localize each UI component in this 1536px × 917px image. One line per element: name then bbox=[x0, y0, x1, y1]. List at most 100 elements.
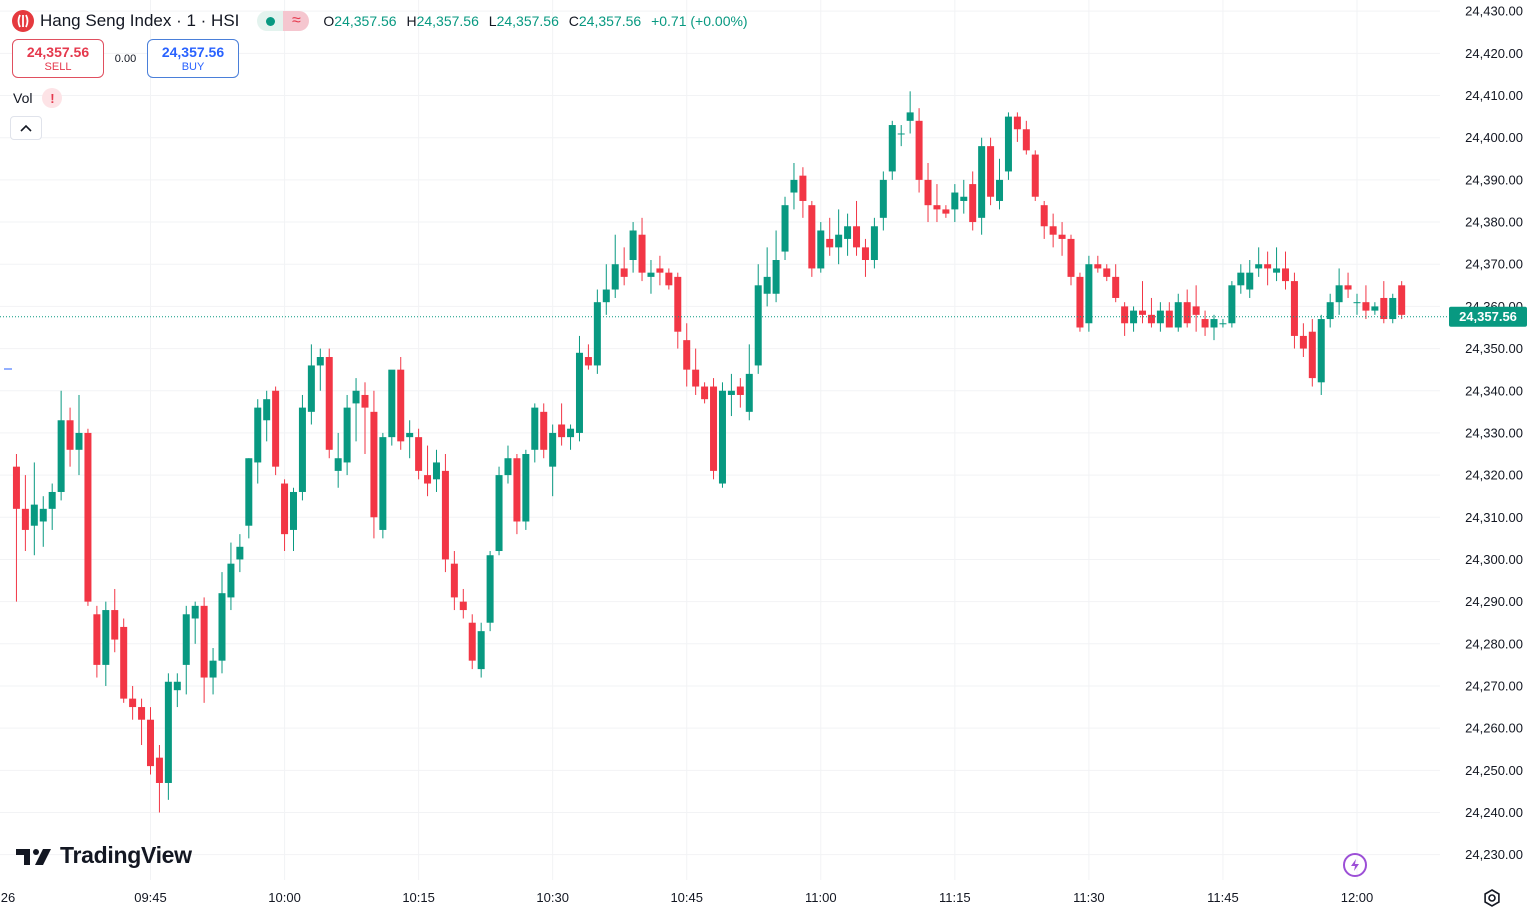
candle[interactable] bbox=[969, 171, 977, 231]
candle[interactable] bbox=[1317, 314, 1325, 395]
candle[interactable] bbox=[218, 572, 226, 674]
candle[interactable] bbox=[1273, 247, 1281, 282]
candle[interactable] bbox=[1228, 281, 1236, 328]
candle[interactable] bbox=[361, 382, 369, 455]
candle[interactable] bbox=[21, 475, 29, 552]
candle[interactable] bbox=[1139, 281, 1147, 324]
candle[interactable] bbox=[513, 454, 521, 535]
candle[interactable] bbox=[835, 209, 843, 265]
candle[interactable] bbox=[915, 108, 923, 193]
candle[interactable] bbox=[254, 399, 262, 484]
candle[interactable] bbox=[1398, 281, 1406, 320]
candle[interactable] bbox=[692, 348, 700, 395]
candle[interactable] bbox=[683, 323, 691, 387]
candle[interactable] bbox=[602, 264, 610, 315]
candle[interactable] bbox=[826, 217, 834, 256]
candle[interactable] bbox=[1013, 112, 1021, 142]
price-axis[interactable]: 24,230.00 24,240.00 24,250.00 24,260.00 24,2… bbox=[1449, 4, 1527, 863]
candle[interactable] bbox=[629, 222, 637, 273]
candle[interactable] bbox=[906, 91, 914, 134]
candle[interactable] bbox=[30, 462, 38, 556]
warning-icon[interactable]: ! bbox=[42, 88, 63, 108]
candle[interactable] bbox=[710, 378, 718, 480]
candle[interactable] bbox=[638, 217, 646, 282]
candle[interactable] bbox=[1004, 112, 1012, 180]
candle[interactable] bbox=[1103, 264, 1111, 282]
candle[interactable] bbox=[1371, 302, 1379, 315]
candle[interactable] bbox=[647, 260, 655, 294]
candle[interactable] bbox=[888, 120, 896, 180]
candle[interactable] bbox=[1326, 293, 1334, 328]
candle[interactable] bbox=[191, 601, 199, 644]
candle[interactable] bbox=[307, 344, 315, 425]
volume-label[interactable]: Vol bbox=[13, 90, 33, 106]
candle[interactable] bbox=[441, 454, 449, 573]
candle[interactable] bbox=[951, 184, 959, 223]
volume-indicator[interactable]: Vol ! bbox=[13, 88, 63, 108]
candle[interactable] bbox=[209, 648, 217, 695]
candle[interactable] bbox=[263, 390, 271, 442]
candle[interactable] bbox=[1219, 319, 1227, 328]
candle[interactable] bbox=[12, 454, 20, 602]
candle[interactable] bbox=[1264, 251, 1272, 286]
candle[interactable] bbox=[298, 394, 306, 501]
candle[interactable] bbox=[575, 335, 583, 442]
candle[interactable] bbox=[1362, 285, 1370, 320]
market-status[interactable]: ≈ bbox=[257, 11, 310, 31]
candle[interactable] bbox=[155, 745, 163, 813]
candle[interactable] bbox=[549, 424, 557, 497]
candle[interactable] bbox=[57, 390, 65, 501]
candle[interactable] bbox=[567, 424, 575, 450]
candle[interactable] bbox=[397, 357, 405, 450]
candle[interactable] bbox=[870, 217, 878, 269]
candle[interactable] bbox=[1183, 289, 1191, 328]
candle[interactable] bbox=[1389, 293, 1397, 324]
candle[interactable] bbox=[1299, 323, 1307, 358]
candle[interactable] bbox=[1067, 234, 1075, 286]
candle[interactable] bbox=[334, 432, 342, 488]
tradingview-logo[interactable]: TradingView bbox=[16, 842, 192, 869]
candle[interactable] bbox=[987, 137, 995, 206]
candle[interactable] bbox=[745, 344, 753, 421]
candle[interactable] bbox=[656, 255, 664, 286]
candle[interactable] bbox=[996, 158, 1004, 210]
candle[interactable] bbox=[424, 445, 432, 497]
candle[interactable] bbox=[289, 487, 297, 552]
sell-button[interactable]: 24,357.56 SELL bbox=[12, 39, 104, 78]
candle[interactable] bbox=[781, 196, 789, 261]
candle[interactable] bbox=[584, 344, 592, 370]
candle[interactable] bbox=[1076, 272, 1084, 332]
candle[interactable] bbox=[1058, 222, 1066, 256]
candle[interactable] bbox=[727, 373, 735, 417]
candle[interactable] bbox=[763, 247, 771, 307]
candle[interactable] bbox=[343, 394, 351, 476]
candle[interactable] bbox=[379, 432, 387, 539]
candle[interactable] bbox=[1210, 314, 1218, 341]
time-axis[interactable]: 26 09:45 10:00 10:15 10:30 10:45 11:00 11:15 11:… bbox=[1, 890, 1374, 905]
candle[interactable] bbox=[468, 614, 476, 670]
candle[interactable] bbox=[540, 403, 548, 459]
candle[interactable] bbox=[39, 496, 47, 547]
candle[interactable] bbox=[281, 479, 289, 552]
candle[interactable] bbox=[558, 403, 566, 446]
candle[interactable] bbox=[325, 348, 333, 459]
candle[interactable] bbox=[808, 200, 816, 277]
candle[interactable] bbox=[388, 369, 396, 446]
candle[interactable] bbox=[477, 622, 485, 678]
candle[interactable] bbox=[1165, 302, 1173, 328]
candle[interactable] bbox=[272, 386, 280, 476]
candle[interactable] bbox=[924, 163, 932, 223]
candle[interactable] bbox=[129, 685, 137, 720]
candle[interactable] bbox=[138, 698, 146, 746]
candle[interactable] bbox=[522, 449, 530, 530]
candle[interactable] bbox=[817, 222, 825, 273]
candle[interactable] bbox=[406, 420, 414, 459]
candle[interactable] bbox=[1290, 272, 1298, 349]
candle[interactable] bbox=[1237, 264, 1245, 294]
market-open-icon[interactable] bbox=[257, 11, 284, 31]
candle[interactable] bbox=[486, 551, 494, 632]
candle[interactable] bbox=[1130, 306, 1138, 332]
candle[interactable] bbox=[1344, 272, 1352, 298]
lightning-icon[interactable] bbox=[1343, 853, 1367, 877]
